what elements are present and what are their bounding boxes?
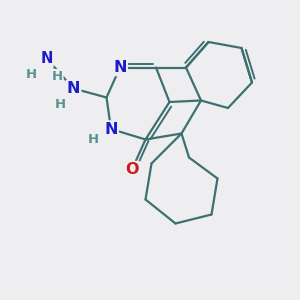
Text: H: H [54, 98, 66, 112]
Text: N: N [113, 60, 127, 75]
Text: H: H [26, 68, 37, 82]
Text: N: N [40, 51, 53, 66]
Text: H: H [87, 133, 99, 146]
Text: N: N [67, 81, 80, 96]
Text: O: O [125, 162, 139, 177]
Text: N: N [104, 122, 118, 136]
Text: H: H [51, 70, 63, 83]
